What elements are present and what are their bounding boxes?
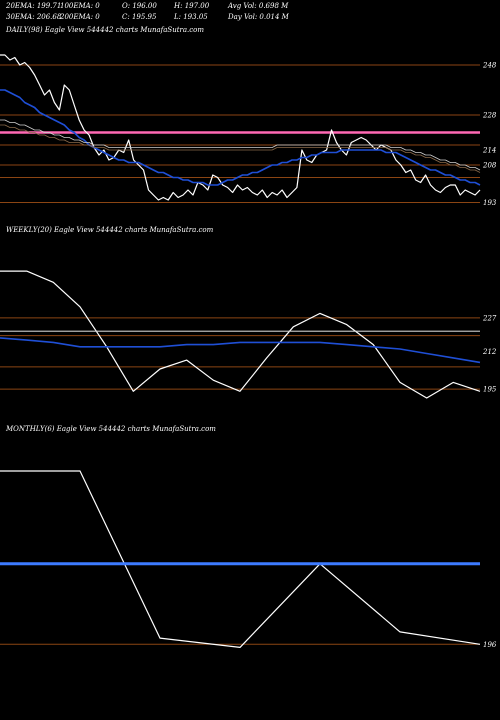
weekly-tick-label-2: 195 [483,386,497,394]
daily-series-ema [0,89,481,186]
header-avg-vol: Avg Vol: 0.698 M [228,2,289,10]
weekly-series-ema [0,337,481,364]
header-low: L: 193.05 [174,13,208,21]
weekly-panel-title: WEEKLY(20) Eagle View 544442 charts Muna… [6,226,214,234]
daily-tick-label-1: 228 [482,112,497,120]
daily-series-price [0,54,481,201]
daily-panel-title: DAILY(98) Eagle View 544442 charts Munaf… [6,26,205,34]
header-100ema: 100EMA: 0 [60,2,100,10]
weekly-panel: 227 212 195 [0,270,497,399]
weekly-tick-label-0: 227 [482,314,497,322]
monthly-panel: 196 [0,470,497,649]
daily-tick-label-0: 248 [482,62,497,70]
header-open: O: 196.00 [122,2,157,10]
header-high: H: 197.00 [174,2,210,10]
header-close: C: 195.95 [122,13,157,21]
daily-panel: 248 228 214 208 193 [0,54,497,207]
monthly-panel-title: MONTHLY(6) Eagle View 544442 charts Muna… [6,425,216,433]
daily-tick-label-2: 214 [482,147,496,155]
daily-series-ema_slow_2 [0,124,481,173]
daily-series-ema_slow_1 [0,119,481,171]
monthly-series-price [0,470,481,649]
daily-tick-label-4: 193 [483,199,497,207]
header-day-vol: Day Vol: 0.014 M [228,13,289,21]
weekly-series-price [0,270,481,399]
header-20ema: 20EMA: 199.71 [6,2,62,10]
header-200ema: 200EMA: 0 [60,13,100,21]
monthly-tick-label-0: 196 [483,641,497,649]
weekly-tick-label-1: 212 [482,348,497,356]
header-30ema: 30EMA: 206.68 [6,13,62,21]
daily-tick-label-3: 208 [482,162,497,170]
